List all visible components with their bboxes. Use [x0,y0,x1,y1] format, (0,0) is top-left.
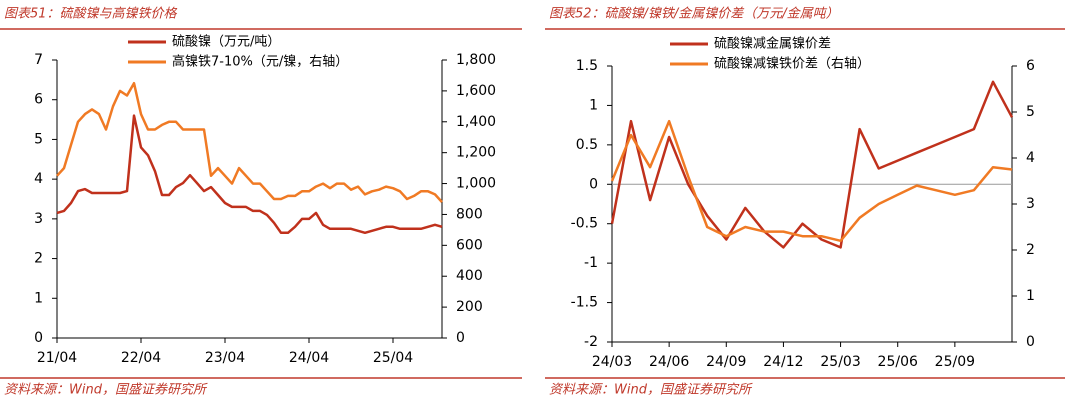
legend-label: 高镍铁7-10%（元/镍，右轴） [172,54,348,70]
series-line [56,81,443,203]
x-tick-label: 24/04 [289,350,329,366]
x-tick-label: 25/06 [878,354,918,370]
y-tick-label: 2 [34,251,43,267]
y2-tick-label: 0 [1026,334,1035,350]
y-tick-label: 1 [34,290,43,306]
chart-title: 图表52：硫酸镍/镍铁/金属镍价差（万元/金属吨） [549,6,839,22]
y2-tick-label: 1,800 [456,52,496,68]
chart-panel: 图表52：硫酸镍/镍铁/金属镍价差（万元/金属吨） 资料来源：Wind，国盛证券研… [545,6,1065,398]
series-line [610,119,1013,243]
y2-tick-label: 1,400 [456,114,496,130]
source: 资料来源：Wind，国盛证券研究所 [4,382,208,398]
y2-tick-label: 3 [1026,196,1035,212]
x-tick-label: 24/06 [649,354,689,370]
y-tick-label: -1.5 [571,295,598,311]
y2-tick-label: 1 [1026,288,1035,304]
legend-label: 硫酸镍减金属镍价差 [714,36,831,52]
x-tick-label: 24/09 [706,354,746,370]
y-tick-label: 7 [34,52,43,68]
x-tick-label: 25/04 [373,350,413,366]
y-tick-label: 1.5 [576,58,598,74]
y2-tick-label: 800 [456,206,483,222]
legend-label: 硫酸镍减镍铁价差（右轴） [714,57,870,72]
y2-tick-label: 1,600 [456,83,496,99]
y-tick-label: 6 [34,92,43,108]
y2-tick-label: 0 [456,330,465,346]
series-line [56,114,443,235]
y-tick-label: 4 [34,171,43,187]
y2-tick-label: 200 [456,299,483,315]
x-tick-label: 25/09 [935,354,975,370]
legend-label: 硫酸镍（万元/吨） [172,35,280,50]
x-tick-label: 22/04 [121,350,161,366]
y-tick-label: -2 [584,334,598,350]
y-tick-label: 0 [589,176,598,192]
x-tick-label: 24/03 [592,354,632,370]
x-tick-label: 24/12 [763,354,803,370]
y-tick-label: 5 [34,131,43,147]
y-tick-label: 0 [34,330,43,346]
y2-tick-label: 4 [1026,150,1035,166]
y2-tick-label: 1,000 [456,176,496,192]
y-tick-label: 1 [589,97,598,113]
x-tick-label: 25/03 [820,354,860,370]
y-tick-label: -0.5 [571,216,598,232]
series-line [610,80,1014,249]
y-tick-label: 3 [34,211,43,227]
y2-tick-label: 2 [1026,242,1035,258]
x-tick-label: 21/04 [37,350,77,366]
y2-tick-label: 6 [1026,58,1035,74]
source: 资料来源：Wind，国盛证券研究所 [549,382,753,398]
y2-tick-label: 5 [1026,104,1035,120]
y2-tick-label: 600 [456,237,483,253]
chart-title: 图表51：硫酸镍与高镍铁价格 [4,7,178,22]
y2-tick-label: 1,200 [456,145,496,161]
y-tick-label: 0.5 [576,137,598,153]
y2-tick-label: 400 [456,268,483,284]
x-tick-label: 23/04 [205,350,245,366]
y-tick-label: -1 [584,255,598,271]
